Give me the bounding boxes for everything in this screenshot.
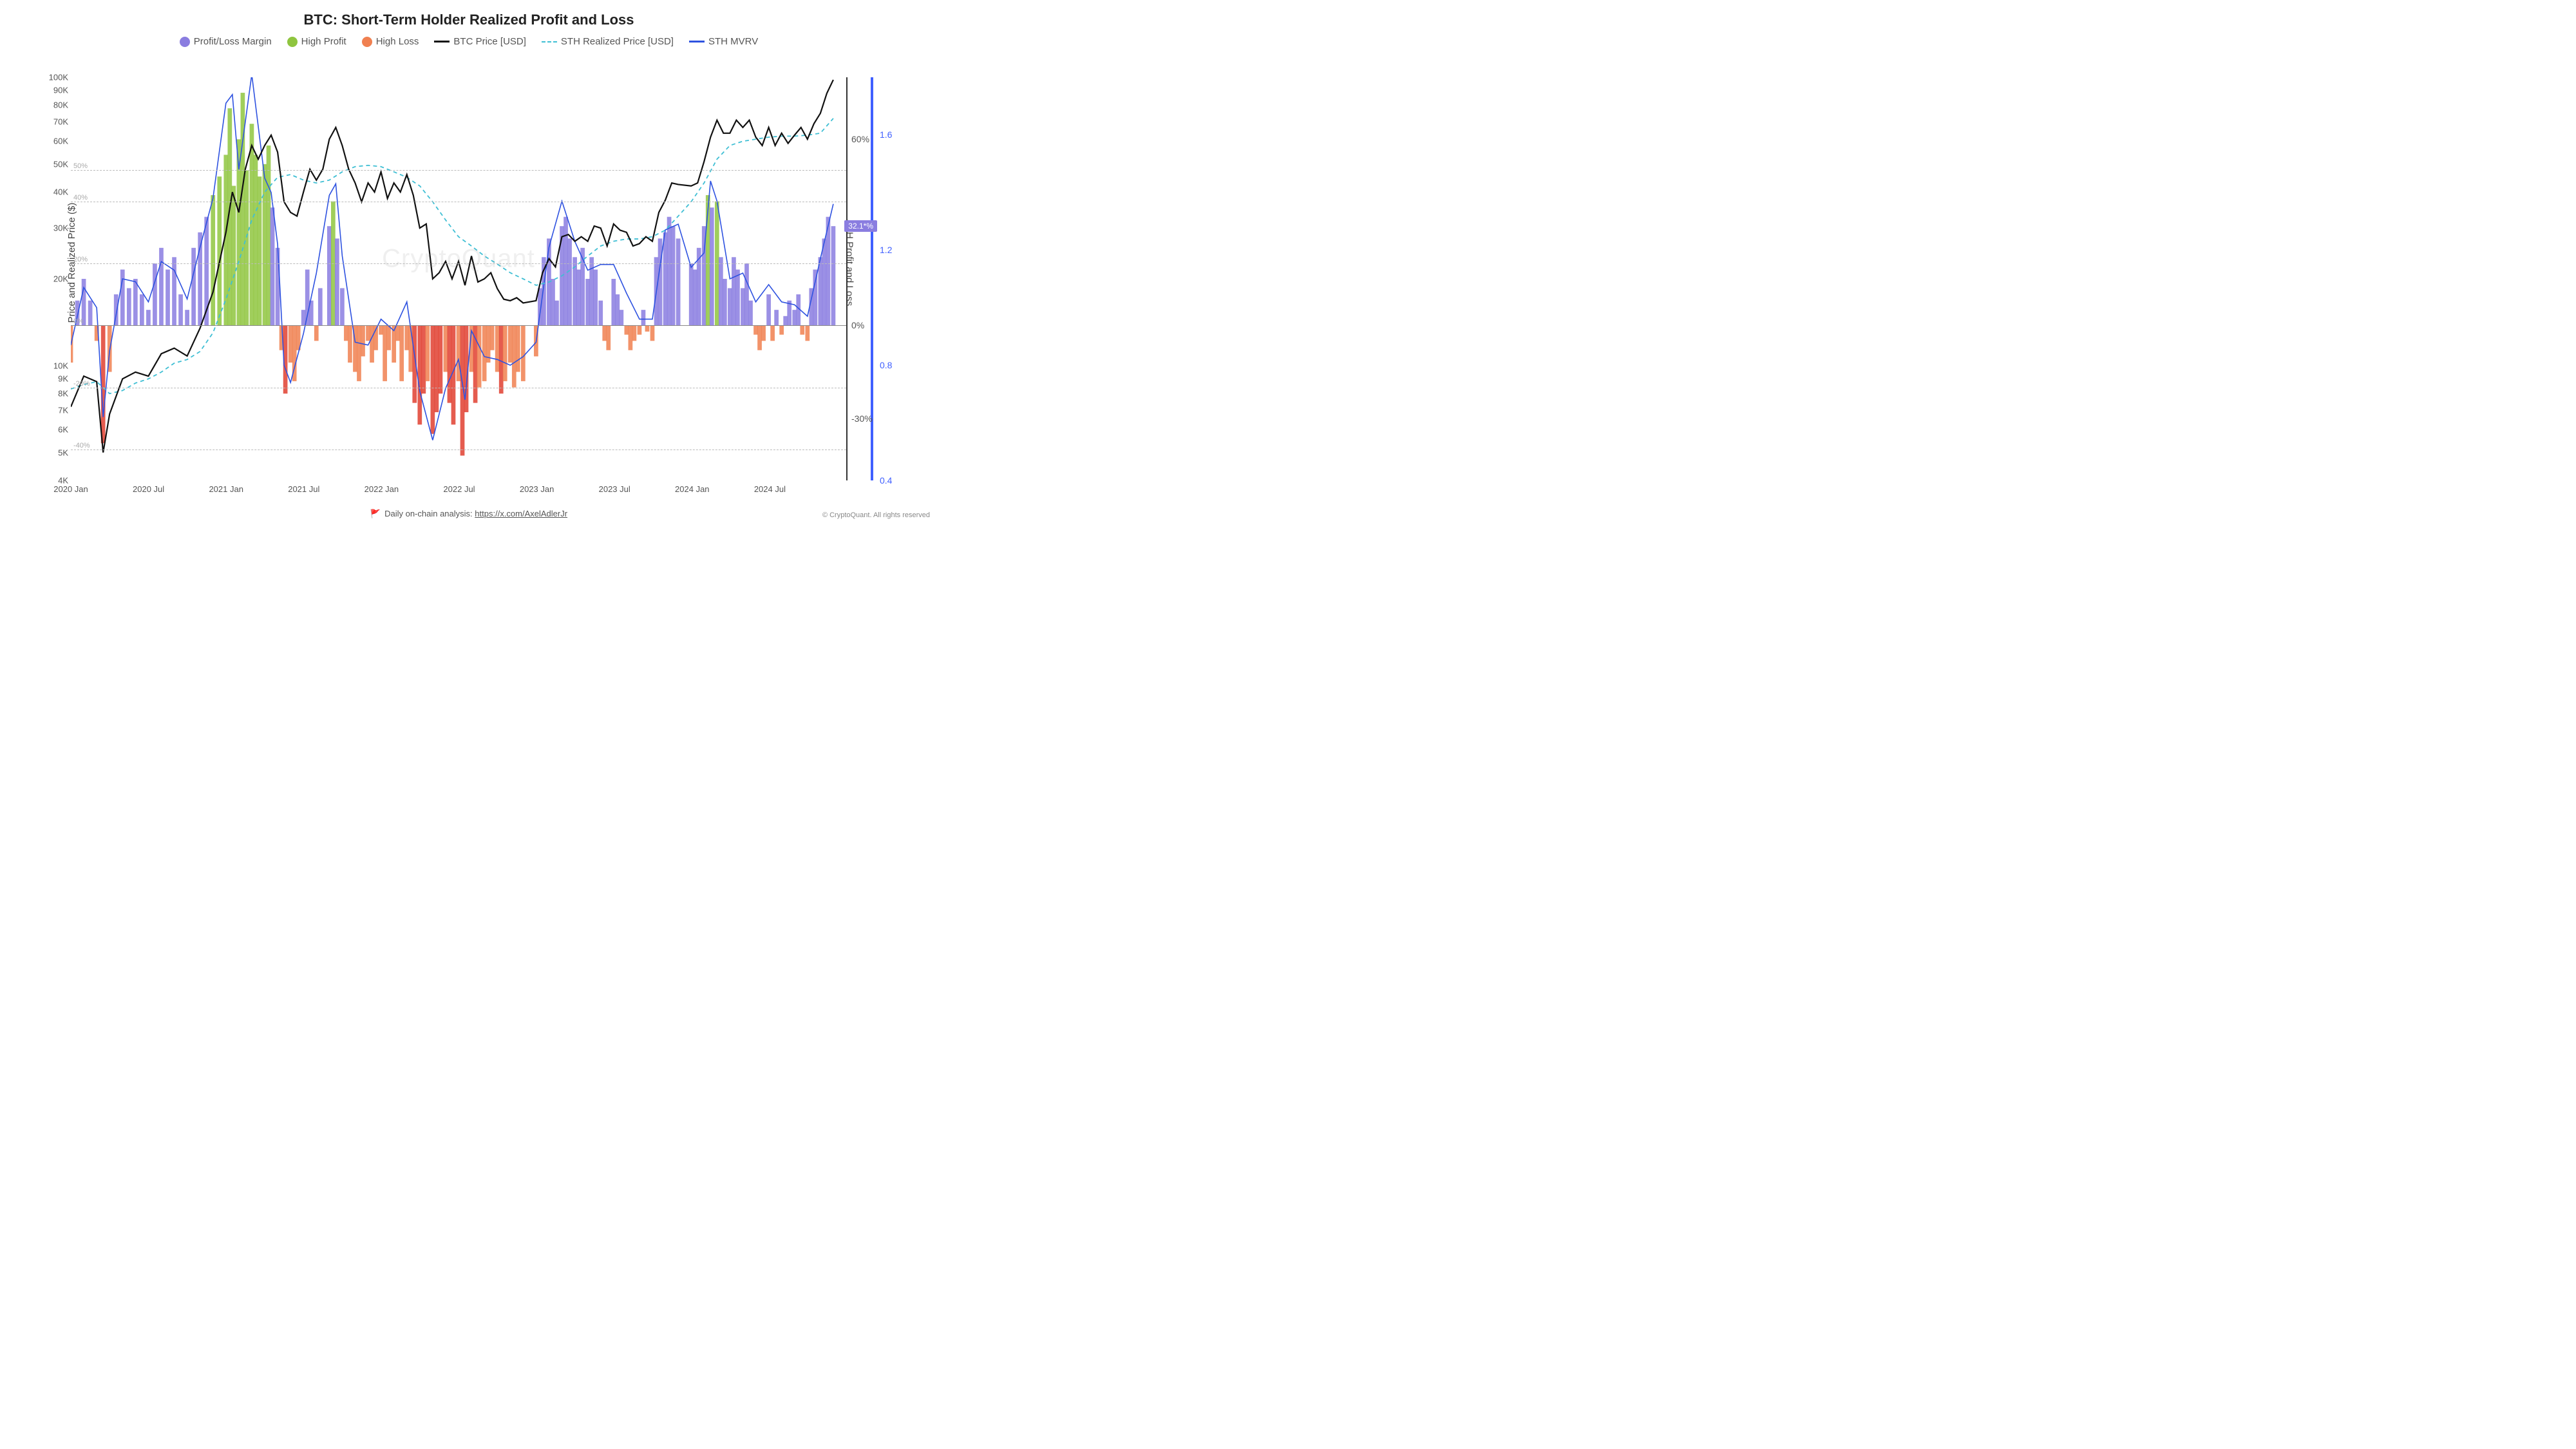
threshold-label: -20% (73, 380, 90, 388)
y-mvrv-tick: 0.8 (880, 360, 892, 370)
chart-container: BTC: Short-Term Holder Realized Profit a… (0, 0, 938, 526)
y-left-tick: 7K (58, 406, 68, 415)
y-right-tick: -30% (851, 413, 873, 424)
legend-pl-margin: Profit/Loss Margin (180, 36, 272, 47)
x-tick: 2023 Jan (520, 484, 554, 494)
legend: Profit/Loss Margin High Profit High Loss… (0, 28, 938, 47)
y-left-tick: 10K (53, 361, 68, 370)
legend-btc-price: BTC Price [USD] (434, 36, 526, 47)
chart-svg (71, 77, 846, 480)
footer-link[interactable]: https://x.com/AxelAdlerJr (475, 509, 567, 519)
y-left-tick: 60K (53, 137, 68, 146)
x-tick: 2021 Jul (288, 484, 319, 494)
copyright: © CryptoQuant. All rights reserved (822, 511, 930, 519)
y-mvrv-tick: 1.6 (880, 129, 892, 140)
y-left-tick: 9K (58, 374, 68, 384)
legend-sth-mvrv-label: STH MVRV (708, 36, 758, 47)
x-tick: 2021 Jan (209, 484, 243, 494)
y-left-tick: 6K (58, 425, 68, 435)
x-tick: 2020 Jan (53, 484, 88, 494)
y-left-tick: 90K (53, 86, 68, 95)
legend-high-loss: High Loss (362, 36, 419, 47)
threshold-label: -40% (73, 442, 90, 450)
y-left-tick: 70K (53, 117, 68, 127)
current-value-badge: 32.1*% (844, 220, 877, 232)
legend-sth-realized-label: STH Realized Price [USD] (561, 36, 674, 47)
threshold-line (71, 263, 846, 264)
threshold-label: 40% (73, 194, 88, 202)
swatch-high-loss (362, 37, 372, 47)
y-left-tick: 5K (58, 448, 68, 457)
y-right-tick: 0% (851, 320, 864, 330)
threshold-label: 20% (73, 256, 88, 263)
x-tick: 2024 Jul (754, 484, 786, 494)
zero-line (71, 325, 846, 326)
legend-high-profit-label: High Profit (301, 36, 346, 47)
swatch-pl-margin (180, 37, 190, 47)
y-left-tick: 40K (53, 187, 68, 197)
x-tick: 2022 Jul (443, 484, 475, 494)
legend-sth-realized: STH Realized Price [USD] (542, 36, 674, 47)
y-mvrv-tick: 0.4 (880, 475, 892, 486)
legend-high-profit: High Profit (287, 36, 346, 47)
flag-icon: 🚩 (370, 509, 381, 519)
swatch-btc-price (434, 41, 450, 43)
threshold-label: 0% (73, 317, 84, 325)
legend-pl-margin-label: Profit/Loss Margin (194, 36, 272, 47)
swatch-sth-mvrv (689, 41, 705, 43)
y-left-tick: 50K (53, 159, 68, 169)
y-left-tick: 80K (53, 100, 68, 110)
swatch-high-profit (287, 37, 298, 47)
x-tick: 2024 Jan (675, 484, 710, 494)
chart-title: BTC: Short-Term Holder Realized Profit a… (0, 0, 938, 28)
y-mvrv-tick: 1.2 (880, 245, 892, 255)
legend-sth-mvrv: STH MVRV (689, 36, 758, 47)
y-left-tick: 100K (49, 73, 68, 82)
plot-area: CryptoQuant 50%40%20%0%-20%-40% (71, 77, 848, 480)
footer-text: Daily on-chain analysis: (384, 509, 473, 519)
threshold-label: 50% (73, 162, 88, 170)
y-left-tick: 30K (53, 223, 68, 233)
x-tick: 2023 Jul (599, 484, 630, 494)
x-tick: 2022 Jan (365, 484, 399, 494)
plot-area-inner: CryptoQuant 50%40%20%0%-20%-40% (71, 77, 846, 480)
y-left-tick: 20K (53, 274, 68, 284)
x-tick: 2020 Jul (133, 484, 164, 494)
legend-btc-price-label: BTC Price [USD] (453, 36, 526, 47)
footer: 🚩 Daily on-chain analysis: https://x.com… (0, 509, 938, 519)
swatch-sth-realized (542, 41, 557, 43)
legend-high-loss-label: High Loss (376, 36, 419, 47)
y-right-tick: 60% (851, 134, 869, 144)
y-left-tick: 8K (58, 389, 68, 399)
threshold-line (71, 170, 846, 171)
